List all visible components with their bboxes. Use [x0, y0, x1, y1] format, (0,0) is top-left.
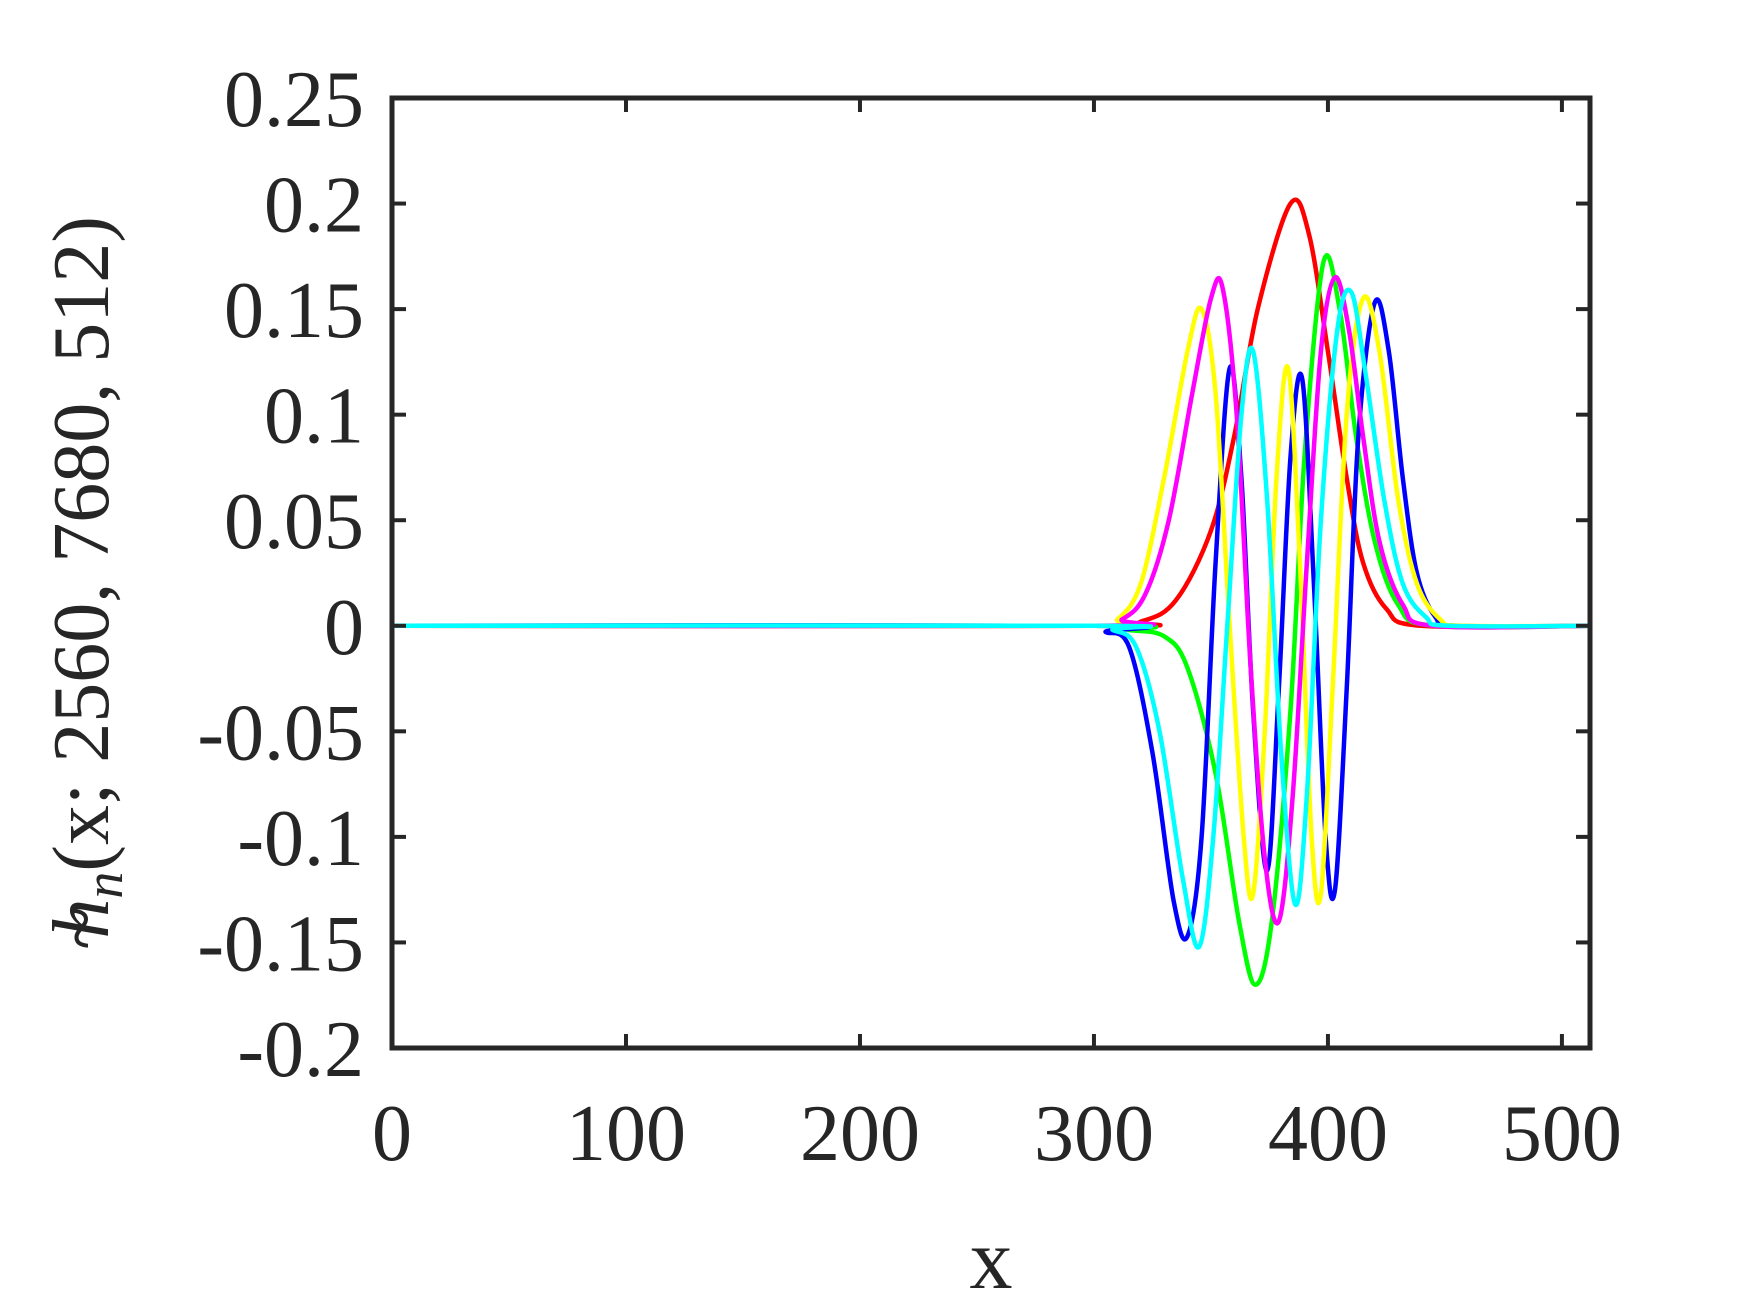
y-axis-label-subscript: n	[74, 872, 134, 899]
y-tick-label: 0.15	[224, 267, 364, 355]
y-tick-label: 0.2	[264, 162, 364, 250]
series-line-3	[391, 297, 1591, 942]
y-axis-label-accent: ~	[38, 907, 126, 950]
y-tick-label: 0.05	[224, 478, 364, 566]
y-tick-label: -0.2	[237, 1006, 364, 1094]
y-tick-label: 0	[324, 584, 364, 672]
axis-ticks	[390, 96, 1590, 1050]
x-tick-label: 300	[1034, 1090, 1154, 1178]
x-tick-label: 500	[1502, 1090, 1622, 1178]
series-lines	[391, 197, 1591, 987]
y-tick-label: 0.25	[224, 56, 364, 144]
y-tick-labels: -0.2 -0.15 -0.1 -0.05 0 0.05 0.1 0.15 0.2 0.25	[197, 56, 364, 1094]
svg-text:~hn(x; 2560, 7680, 512): ~hn(x; 2560, 7680, 512)	[38, 216, 134, 950]
x-axis-label: x	[970, 1211, 1013, 1307]
x-tick-label: 200	[800, 1090, 920, 1178]
y-axis-label-args: (x; 2560, 7680, 512)	[38, 216, 126, 872]
y-axis-label: ~hn(x; 2560, 7680, 512)	[38, 216, 134, 950]
y-tick-label: -0.1	[237, 795, 364, 883]
y-axis-label-symbol: h	[38, 899, 126, 939]
y-tick-label: -0.15	[197, 900, 364, 988]
x-tick-label: 400	[1268, 1090, 1388, 1178]
x-tick-label: 100	[566, 1090, 686, 1178]
series-line-4	[391, 294, 1591, 906]
x-tick-labels: 0 100 200 300 400 500	[372, 1090, 1622, 1178]
series-line-5	[391, 275, 1591, 926]
y-tick-label: 0.1	[264, 373, 364, 461]
x-tick-label: 0	[372, 1090, 412, 1178]
axes-frame	[389, 95, 1593, 1051]
series-line-6	[391, 287, 1591, 950]
y-tick-label: -0.05	[197, 689, 364, 777]
